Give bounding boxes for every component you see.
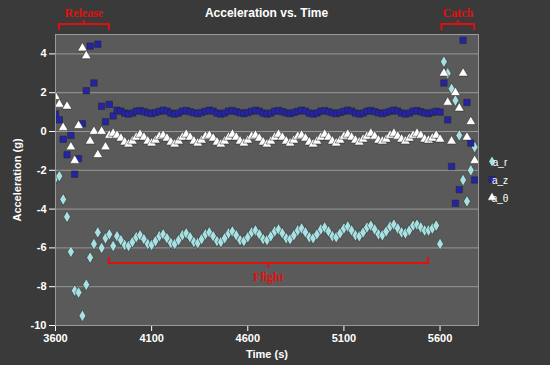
svg-text:4: 4 bbox=[40, 47, 47, 59]
svg-text:4100: 4100 bbox=[139, 332, 163, 344]
svg-text:0: 0 bbox=[40, 125, 46, 137]
svg-text:4600: 4600 bbox=[236, 332, 260, 344]
svg-text:Acceleration (g): Acceleration (g) bbox=[11, 138, 23, 221]
svg-text:-10: -10 bbox=[31, 319, 47, 331]
svg-text:Acceleration vs. Time: Acceleration vs. Time bbox=[205, 6, 328, 20]
svg-text:3600: 3600 bbox=[43, 332, 67, 344]
svg-text:Time (s): Time (s) bbox=[246, 348, 288, 360]
svg-text:-6: -6 bbox=[37, 241, 47, 253]
svg-text:a_θ: a_θ bbox=[492, 193, 509, 204]
svg-text:Release: Release bbox=[65, 6, 104, 20]
svg-text:5100: 5100 bbox=[332, 332, 356, 344]
svg-text:Flight: Flight bbox=[253, 270, 284, 284]
svg-text:-8: -8 bbox=[37, 280, 47, 292]
svg-text:-4: -4 bbox=[37, 203, 48, 215]
svg-text:-2: -2 bbox=[37, 164, 47, 176]
svg-text:5600: 5600 bbox=[428, 332, 452, 344]
svg-text:a_z: a_z bbox=[492, 175, 508, 186]
svg-text:2: 2 bbox=[40, 86, 46, 98]
svg-text:a_r: a_r bbox=[493, 157, 508, 168]
svg-text:Catch: Catch bbox=[442, 6, 473, 20]
